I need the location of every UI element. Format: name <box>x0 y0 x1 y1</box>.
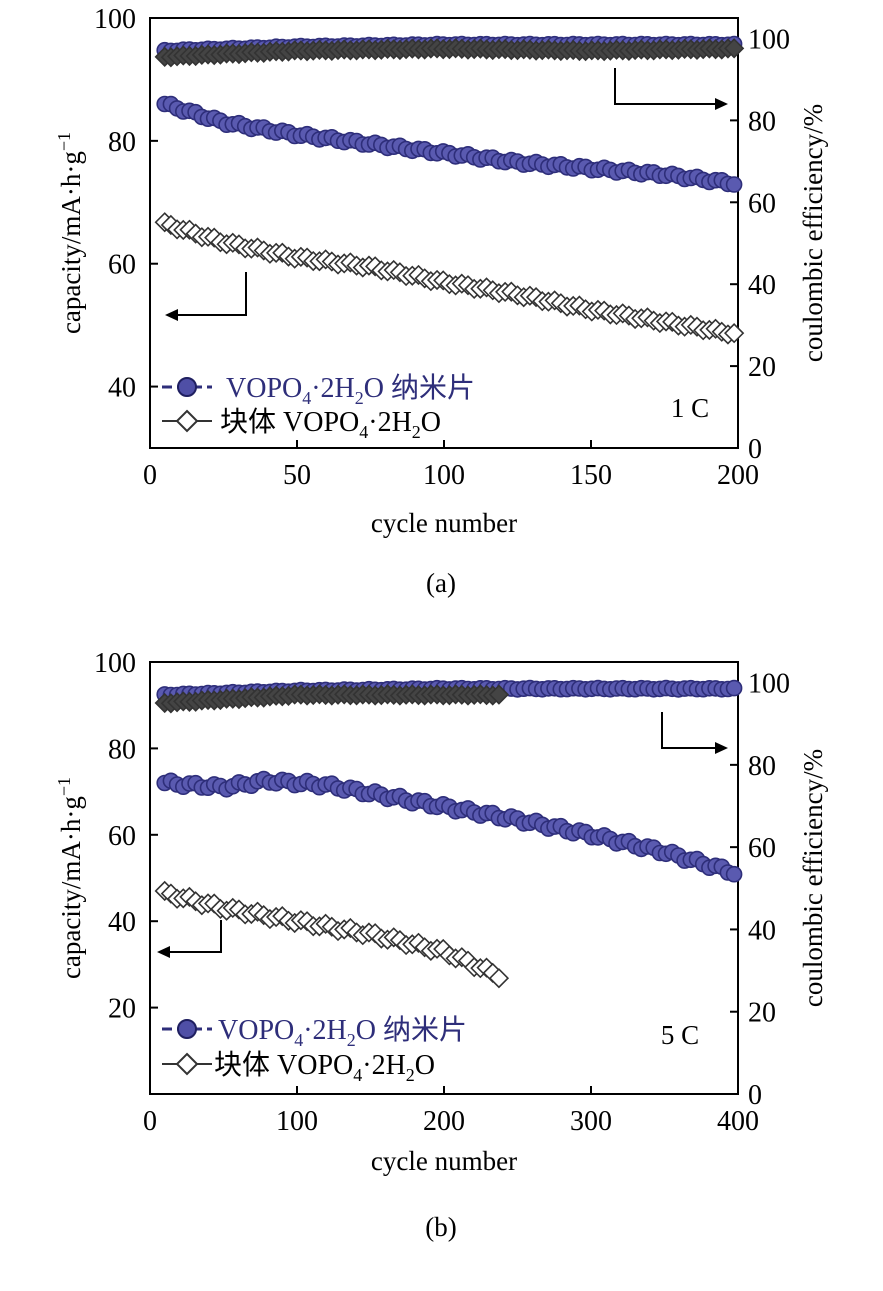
rate-label: 1 C <box>671 393 709 423</box>
panel-label: (a) <box>426 568 456 598</box>
series-3 <box>154 684 510 714</box>
arrowhead <box>715 98 728 110</box>
right-axis-indicator-arrow <box>614 68 724 105</box>
y-left-tick-label: 40 <box>108 373 136 404</box>
legend: VOPO4·2H2O 纳米片 块体 VOPO4·2H2O <box>162 372 475 442</box>
y-left-tick-label: 80 <box>108 734 136 765</box>
x-tick-label: 0 <box>143 1106 157 1137</box>
legend-bulk-label: 块体 VOPO4·2H2O <box>220 406 441 442</box>
y-left-tick-label: 20 <box>108 994 136 1025</box>
y-right-tick-label: 20 <box>748 352 776 383</box>
data-point <box>725 679 743 697</box>
x-tick-label: 100 <box>276 1106 318 1137</box>
y-axis-left-label: capacity/mA·h·g−1 <box>54 777 86 979</box>
x-tick-label: 400 <box>717 1106 759 1137</box>
y-left-tick-label: 60 <box>108 250 136 281</box>
x-axis-label: cycle number <box>371 508 517 538</box>
y-right-tick-label: 0 <box>748 1080 762 1111</box>
y-right-tick-label: 40 <box>748 915 776 946</box>
rate-label: 5 C <box>661 1020 699 1050</box>
right-axis-indicator-arrow <box>661 712 724 749</box>
data-point <box>724 38 745 59</box>
x-tick-label: 150 <box>570 460 612 491</box>
series-1 <box>154 880 510 989</box>
y-right-tick-label: 40 <box>748 270 776 301</box>
data-point <box>725 865 743 883</box>
y-right-tick-label: 100 <box>748 669 790 700</box>
legend: VOPO4·2H2O 纳米片 块体 VOPO4·2H2O <box>162 1014 467 1085</box>
x-tick-label: 0 <box>143 460 157 491</box>
series-0 <box>156 95 743 193</box>
y-axis-left-label: capacity/mA·h·g−1 <box>54 132 86 334</box>
data-point <box>488 684 510 705</box>
data-point <box>724 322 745 344</box>
x-tick-label: 50 <box>283 460 311 491</box>
legend-bulk-marker <box>175 409 199 433</box>
y-right-tick-label: 20 <box>748 998 776 1029</box>
legend-nano-marker <box>177 377 197 397</box>
x-tick-label: 200 <box>717 460 759 491</box>
y-right-tick-label: 0 <box>748 434 762 465</box>
legend-nano-marker <box>177 1019 197 1039</box>
panel-label: (b) <box>425 1212 456 1242</box>
arrowhead <box>165 309 178 321</box>
y-left-tick-label: 80 <box>108 127 136 158</box>
x-axis-label: cycle number <box>371 1146 517 1176</box>
series-1 <box>154 212 745 345</box>
y-left-tick-label: 60 <box>108 821 136 852</box>
arrowhead <box>715 742 728 754</box>
y-right-tick-label: 80 <box>748 106 776 137</box>
x-tick-label: 200 <box>423 1106 465 1137</box>
left-axis-indicator-arrow <box>168 272 247 316</box>
y-left-tick-label: 40 <box>108 907 136 938</box>
chart-panel-a: 0 50 100 150 200 40 60 80 100 0 20 40 60 80 100 cycle … <box>54 4 828 598</box>
series-0 <box>156 770 743 883</box>
legend-bulk-label: 块体 VOPO4·2H2O <box>214 1049 435 1085</box>
y-right-tick-label: 80 <box>748 751 776 782</box>
data-point <box>488 968 510 989</box>
legend-nano-label: VOPO4·2H2O 纳米片 <box>218 1014 467 1050</box>
y-left-tick-label: 100 <box>94 648 136 679</box>
series-3 <box>154 38 745 68</box>
data-point <box>725 176 743 193</box>
y-axis-right-label: coulombic efficiency/% <box>798 104 828 362</box>
y-right-tick-label: 60 <box>748 188 776 219</box>
y-left-tick-label: 100 <box>94 4 136 35</box>
x-tick-label: 100 <box>423 460 465 491</box>
arrowhead <box>157 946 170 958</box>
y-right-tick-label: 100 <box>748 24 790 55</box>
chart-panel-b: 0 100 200 300 400 20 40 60 80 100 0 20 40 60 80 100 cyc… <box>54 648 828 1242</box>
x-tick-label: 300 <box>570 1106 612 1137</box>
legend-nano-label: VOPO4·2H2O 纳米片 <box>226 372 475 408</box>
left-axis-indicator-arrow <box>160 920 222 953</box>
y-right-tick-label: 60 <box>748 833 776 864</box>
legend-bulk-marker <box>175 1052 199 1076</box>
y-axis-right-label: coulombic efficiency/% <box>798 749 828 1007</box>
